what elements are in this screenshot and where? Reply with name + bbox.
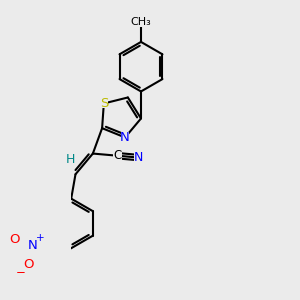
Text: +: + — [36, 233, 45, 243]
Bar — [28, 241, 36, 251]
Text: O: O — [24, 258, 34, 271]
Text: N: N — [134, 151, 143, 164]
Text: S: S — [100, 97, 108, 110]
Bar — [11, 235, 19, 244]
Bar — [25, 260, 33, 269]
Bar — [121, 133, 129, 142]
Bar — [100, 98, 108, 108]
Text: H: H — [65, 153, 75, 166]
Text: O: O — [9, 233, 20, 246]
Bar — [131, 17, 151, 27]
Text: N: N — [120, 131, 130, 144]
Text: C: C — [113, 149, 122, 162]
Text: −: − — [16, 266, 26, 279]
Text: CH₃: CH₃ — [130, 17, 152, 27]
Text: N: N — [27, 239, 37, 252]
Bar — [113, 151, 122, 161]
Bar — [134, 153, 142, 163]
Bar — [66, 154, 74, 164]
